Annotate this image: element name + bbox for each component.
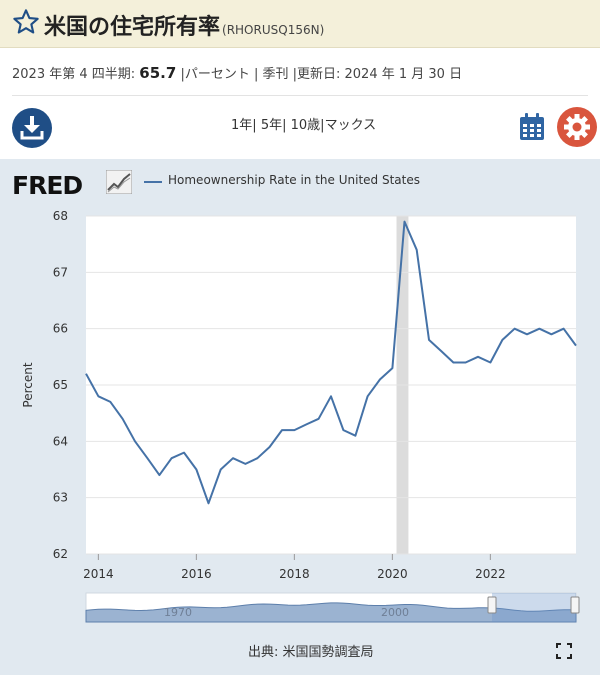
range-selector: 1年| 5年| 10歳|マックス	[231, 114, 376, 133]
range-1y[interactable]: 1年	[231, 118, 253, 133]
x-tick-label: 2020	[377, 567, 408, 581]
latest-value: 65.7	[139, 64, 177, 82]
divider	[12, 95, 588, 96]
updated-label: 更新日:	[296, 67, 341, 82]
fred-logo: FRED	[12, 171, 83, 200]
fullscreen-icon[interactable]	[556, 643, 572, 659]
navigator-handle	[487, 596, 497, 614]
y-tick-label: 63	[53, 491, 68, 505]
legend-label: Homeownership Rate in the United States	[168, 173, 420, 187]
series-meta: 2023 年第 4 四半期: 65.7 |パーセント | 季刊 |更新日: 20…	[12, 63, 462, 82]
y-tick-label: 64	[53, 434, 68, 448]
source-note: 出典: 米国国勢調査局	[248, 645, 374, 660]
fred-chart-icon	[106, 170, 132, 194]
star-outline-icon[interactable]	[12, 8, 40, 36]
calendar-icon[interactable]	[519, 113, 545, 141]
navigator-label: 2000	[381, 606, 409, 619]
series-line	[85, 220, 577, 505]
range-max[interactable]: マックス	[324, 118, 377, 133]
y-tick-label: 65	[53, 378, 68, 392]
series-id: (RHORUSQ156N)	[222, 23, 325, 37]
range-separator: |	[282, 118, 287, 133]
y-tick-label: 62	[53, 547, 68, 561]
page-title: 米国の住宅所有率 (RHORUSQ156N)	[44, 9, 324, 41]
range-separator: |	[320, 118, 325, 133]
range-10y[interactable]: 10歳	[290, 118, 321, 133]
x-tick-label: 2018	[279, 567, 310, 581]
period-label: 2023 年第 4 四半期:	[12, 67, 136, 82]
navigator-handle	[570, 596, 580, 614]
gear-icon	[564, 114, 590, 140]
x-tick-label: 2022	[475, 567, 506, 581]
range-5y[interactable]: 5年	[260, 118, 283, 133]
download-button[interactable]	[12, 108, 52, 148]
y-tick-label: 67	[53, 265, 68, 279]
x-tick-label: 2014	[83, 567, 114, 581]
y-axis-label: Percent	[21, 362, 35, 407]
navigator-area	[85, 602, 577, 623]
units-frequency: |パーセント | 季刊 |	[180, 67, 297, 82]
legend-swatch	[144, 181, 162, 183]
settings-button[interactable]	[557, 107, 597, 147]
updated-date: 2024 年 1 月 30 日	[344, 67, 463, 82]
y-tick-label: 68	[53, 209, 68, 223]
x-tick-label: 2016	[181, 567, 212, 581]
download-icon	[20, 116, 44, 140]
navigator-selection	[492, 593, 576, 622]
navigator-label: 1970	[164, 606, 192, 619]
title-text: 米国の住宅所有率	[44, 15, 221, 40]
range-separator: |	[252, 118, 257, 133]
header-bar: 米国の住宅所有率 (RHORUSQ156N)	[0, 0, 600, 48]
y-tick-label: 66	[53, 322, 68, 336]
